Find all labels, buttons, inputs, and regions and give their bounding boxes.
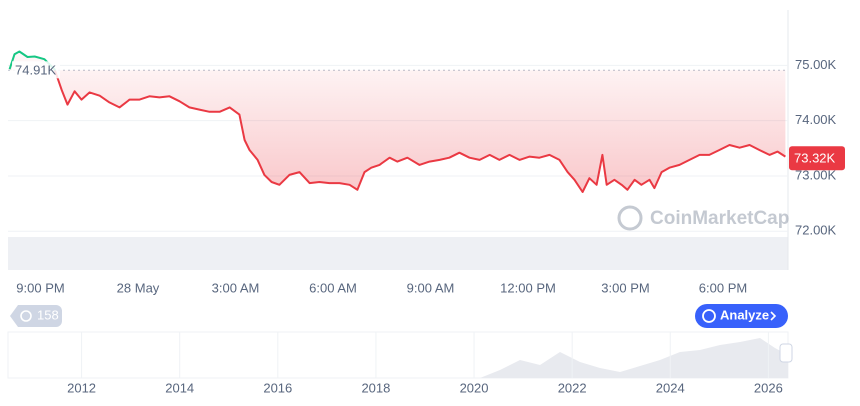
button-shape xyxy=(695,304,788,328)
y-tick-label: 73.00K xyxy=(795,167,837,182)
price-line xyxy=(8,50,786,193)
navigator-tick-label: 2026 xyxy=(754,380,783,395)
x-tick-label: 3:00 PM xyxy=(601,280,649,295)
current-price-tag: 73.32K xyxy=(789,146,845,171)
y-tick-label: 74.00K xyxy=(795,112,837,127)
x-tick-label: 6:00 AM xyxy=(309,280,357,295)
reference-label: 74.91K xyxy=(15,63,57,78)
watermark-text: CoinMarketCap xyxy=(650,208,789,229)
analyze-button[interactable]: Analyze xyxy=(695,304,788,328)
x-tick-label: 6:00 PM xyxy=(699,280,747,295)
navigator-tick-label: 2018 xyxy=(361,380,390,395)
x-tick-label: 9:00 AM xyxy=(407,280,455,295)
navigator-tick-label: 2020 xyxy=(460,380,489,395)
badge-icon xyxy=(20,310,32,322)
navigator-tick-label: 2016 xyxy=(263,380,292,395)
button-text: Analyze xyxy=(720,307,769,322)
navigator-tick-label: 2022 xyxy=(558,380,587,395)
y-tick-label: 75.00K xyxy=(795,57,837,72)
history-badge[interactable]: 158 xyxy=(10,305,62,327)
button-arrow xyxy=(770,311,777,321)
watermark-logo xyxy=(617,205,643,231)
badge-text: 158 xyxy=(37,307,59,322)
badge-shape xyxy=(10,305,62,327)
x-tick-label: 9:00 PM xyxy=(16,280,64,295)
navigator-area xyxy=(8,338,788,378)
reference-label-bg xyxy=(12,61,60,79)
navigator-tick-label: 2024 xyxy=(656,380,685,395)
y-tick-label: 72.00K xyxy=(795,223,837,238)
navigator-tick-label: 2012 xyxy=(67,380,96,395)
tag-shape xyxy=(789,146,845,171)
watermark: CoinMarketCap xyxy=(617,205,789,231)
x-tick-label: 28 May xyxy=(117,280,160,295)
navigator-handle[interactable] xyxy=(779,343,793,363)
button-icon xyxy=(702,309,716,323)
volume-area xyxy=(8,237,788,270)
x-tick-label: 3:00 AM xyxy=(212,280,260,295)
current-price-label: 73.32K xyxy=(794,151,836,166)
area xyxy=(9,51,786,192)
navigator-tick-label: 2014 xyxy=(165,380,194,395)
x-tick-label: 12:00 PM xyxy=(500,280,556,295)
